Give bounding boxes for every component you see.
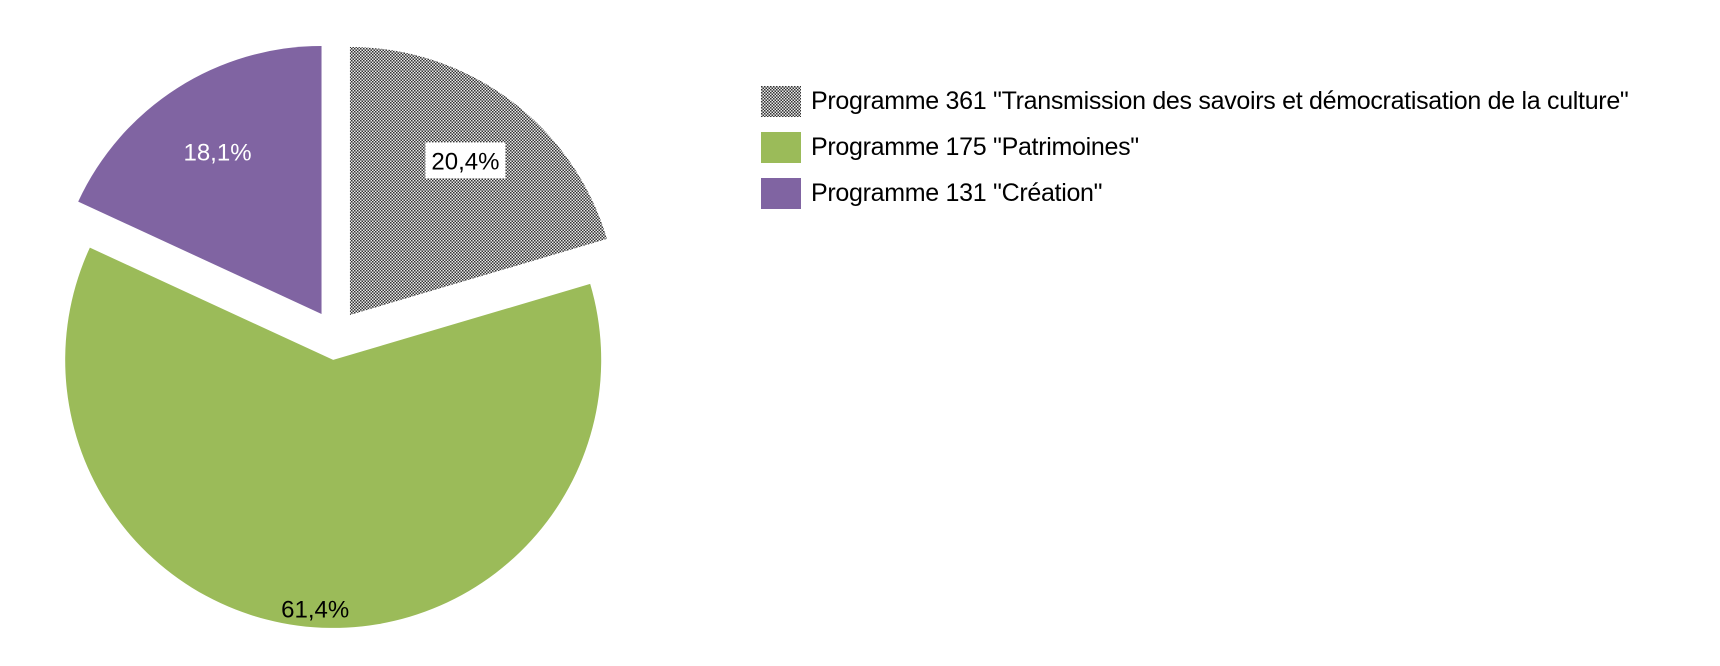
legend-item-programme-361: Programme 361 "Transmission des savoirs … — [761, 78, 1629, 124]
legend-swatch-programme-175 — [761, 131, 801, 163]
pie-slice-3 — [78, 45, 322, 314]
legend-label: Programme 175 "Patrimoines" — [811, 132, 1139, 161]
legend-item-programme-175: Programme 175 "Patrimoines" — [761, 124, 1629, 170]
legend-swatch-programme-131 — [761, 177, 801, 209]
data-label-3: 18,1% — [183, 139, 251, 166]
data-label-2: 61,4% — [281, 597, 349, 624]
data-label-background — [425, 142, 506, 179]
pie-slice-1 — [349, 46, 607, 315]
pie-slice-2 — [65, 247, 602, 628]
legend-swatch-programme-361 — [761, 85, 801, 117]
legend-label: Programme 131 "Création" — [811, 178, 1103, 207]
data-label-1: 20,4% — [431, 148, 499, 175]
pie-chart: 20,4% 61,4% 18,1% — [65, 45, 607, 628]
legend-item-programme-131: Programme 131 "Création" — [761, 170, 1629, 216]
legend: Programme 361 "Transmission des savoirs … — [761, 78, 1629, 216]
legend-label: Programme 361 "Transmission des savoirs … — [811, 86, 1629, 115]
